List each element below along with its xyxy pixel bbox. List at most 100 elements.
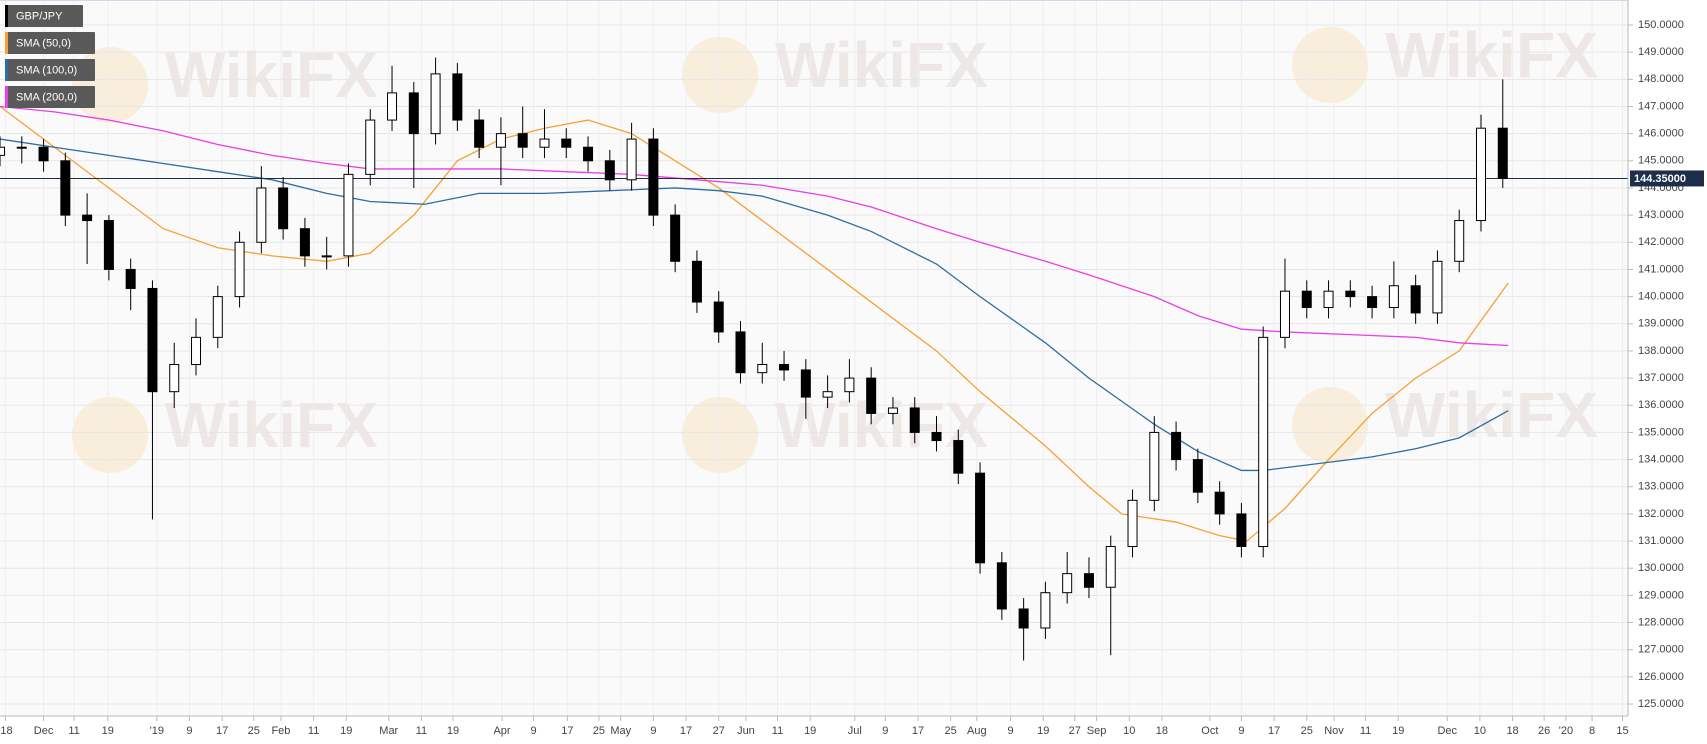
candle-body: [1083, 573, 1094, 588]
x-tick-label: 18: [1156, 725, 1168, 737]
legend-label: SMA (200,0): [16, 91, 77, 103]
x-tick-label: 25: [945, 725, 957, 737]
y-tick-label: 136.0000: [1638, 399, 1684, 411]
candle-body: [60, 160, 71, 216]
candle-body: [953, 440, 964, 474]
x-tick-label: 15: [1616, 725, 1628, 737]
candle-body: [82, 214, 93, 222]
y-tick-label: 140.0000: [1638, 291, 1684, 303]
candle-body: [1410, 285, 1421, 314]
candle-body: [996, 562, 1007, 610]
candle-body: [887, 407, 898, 414]
legend-box: [5, 32, 95, 54]
candle-body: [648, 138, 659, 216]
x-tick-label: 10: [1123, 725, 1135, 737]
candle-body: [800, 369, 811, 398]
x-tick-label: 25: [248, 725, 260, 737]
legend-label: SMA (100,0): [16, 64, 77, 76]
candle-body: [38, 146, 49, 162]
x-tick-label: 19: [447, 725, 459, 737]
legend-swatch: [5, 86, 8, 108]
candle-body: [1127, 499, 1138, 548]
y-tick-label: 142.0000: [1638, 236, 1684, 248]
x-tick-label: Sep: [1087, 725, 1107, 737]
candle-body: [822, 391, 833, 398]
x-tick-label: 17: [216, 725, 228, 737]
legend-swatch: [5, 5, 8, 27]
candle-body: [844, 377, 855, 393]
candle-body: [866, 377, 877, 414]
candle-body: [1192, 459, 1203, 493]
legend-label: GBP/JPY: [16, 10, 63, 22]
candle-body: [757, 364, 768, 374]
candle-body: [1388, 285, 1399, 308]
last-price-box: [1630, 170, 1704, 187]
x-tick-label: 8: [1589, 725, 1595, 737]
x-tick-label: 17: [680, 725, 692, 737]
candle-body: [975, 472, 986, 564]
x-tick-label: Jul: [848, 725, 862, 737]
x-tick-label: 17: [912, 725, 924, 737]
candle-body: [779, 364, 790, 371]
watermark-logo: [682, 37, 758, 113]
candle-body: [1497, 127, 1508, 179]
x-tick-label: '19: [150, 725, 164, 737]
x-tick-label: 19: [1037, 725, 1049, 737]
y-tick-label: 135.0000: [1638, 426, 1684, 438]
y-tick-label: 143.0000: [1638, 209, 1684, 221]
candle-body: [1149, 431, 1160, 501]
watermark: WikiFX: [1385, 379, 1598, 451]
legend-label: SMA (50,0): [16, 37, 71, 49]
plot-background: [0, 0, 1628, 716]
watermark: WikiFX: [165, 39, 378, 111]
y-tick-label: 150.0000: [1638, 19, 1684, 31]
candle-body: [1171, 431, 1182, 461]
candle-body: [561, 138, 572, 148]
legend: GBP/JPY SMA (50,0) SMA (100,0) SMA (200,0): [5, 5, 95, 108]
x-tick-label: 19: [1392, 725, 1404, 737]
y-tick-label: 139.0000: [1638, 318, 1684, 330]
candle-body: [278, 187, 289, 230]
x-tick-label: 25: [1301, 725, 1313, 737]
y-tick-label: 133.0000: [1638, 481, 1684, 493]
candle-body: [670, 214, 681, 262]
candle-body: [387, 92, 398, 121]
candle-body: [1258, 336, 1269, 548]
candle-body: [1301, 290, 1312, 308]
x-tick-label: May: [610, 725, 631, 737]
watermark: WikiFX: [775, 29, 988, 101]
x-tick-label: 19: [340, 725, 352, 737]
candle-body: [169, 364, 180, 393]
candle-body: [931, 431, 942, 442]
candle-body: [691, 260, 702, 303]
x-tick-label: Mar: [379, 725, 398, 737]
y-tick-label: 131.0000: [1638, 535, 1684, 547]
x-tick-label: 26: [1538, 725, 1550, 737]
legend-swatch: [5, 59, 8, 81]
x-tick-label: '20: [1559, 725, 1573, 737]
candle-body: [474, 119, 485, 148]
candle-body: [299, 228, 310, 257]
candle-body: [147, 287, 158, 393]
candle-body: [626, 138, 637, 181]
candle-body: [1323, 290, 1334, 308]
candle-body: [1214, 491, 1225, 515]
candle-body: [1367, 296, 1378, 308]
candle-body: [103, 220, 114, 270]
x-tick-label: Nov: [1324, 725, 1344, 737]
candle-body: [1475, 127, 1486, 222]
legend-swatch: [5, 32, 8, 54]
x-tick-label: 9: [186, 725, 192, 737]
candle-body: [365, 119, 376, 175]
candle-body: [191, 336, 202, 366]
candle-body: [1062, 573, 1073, 594]
candle-body: [495, 133, 506, 148]
candle-body: [909, 407, 920, 433]
candle-body: [452, 73, 463, 121]
candle-body: [583, 146, 594, 162]
watermark-logo: [682, 397, 758, 473]
